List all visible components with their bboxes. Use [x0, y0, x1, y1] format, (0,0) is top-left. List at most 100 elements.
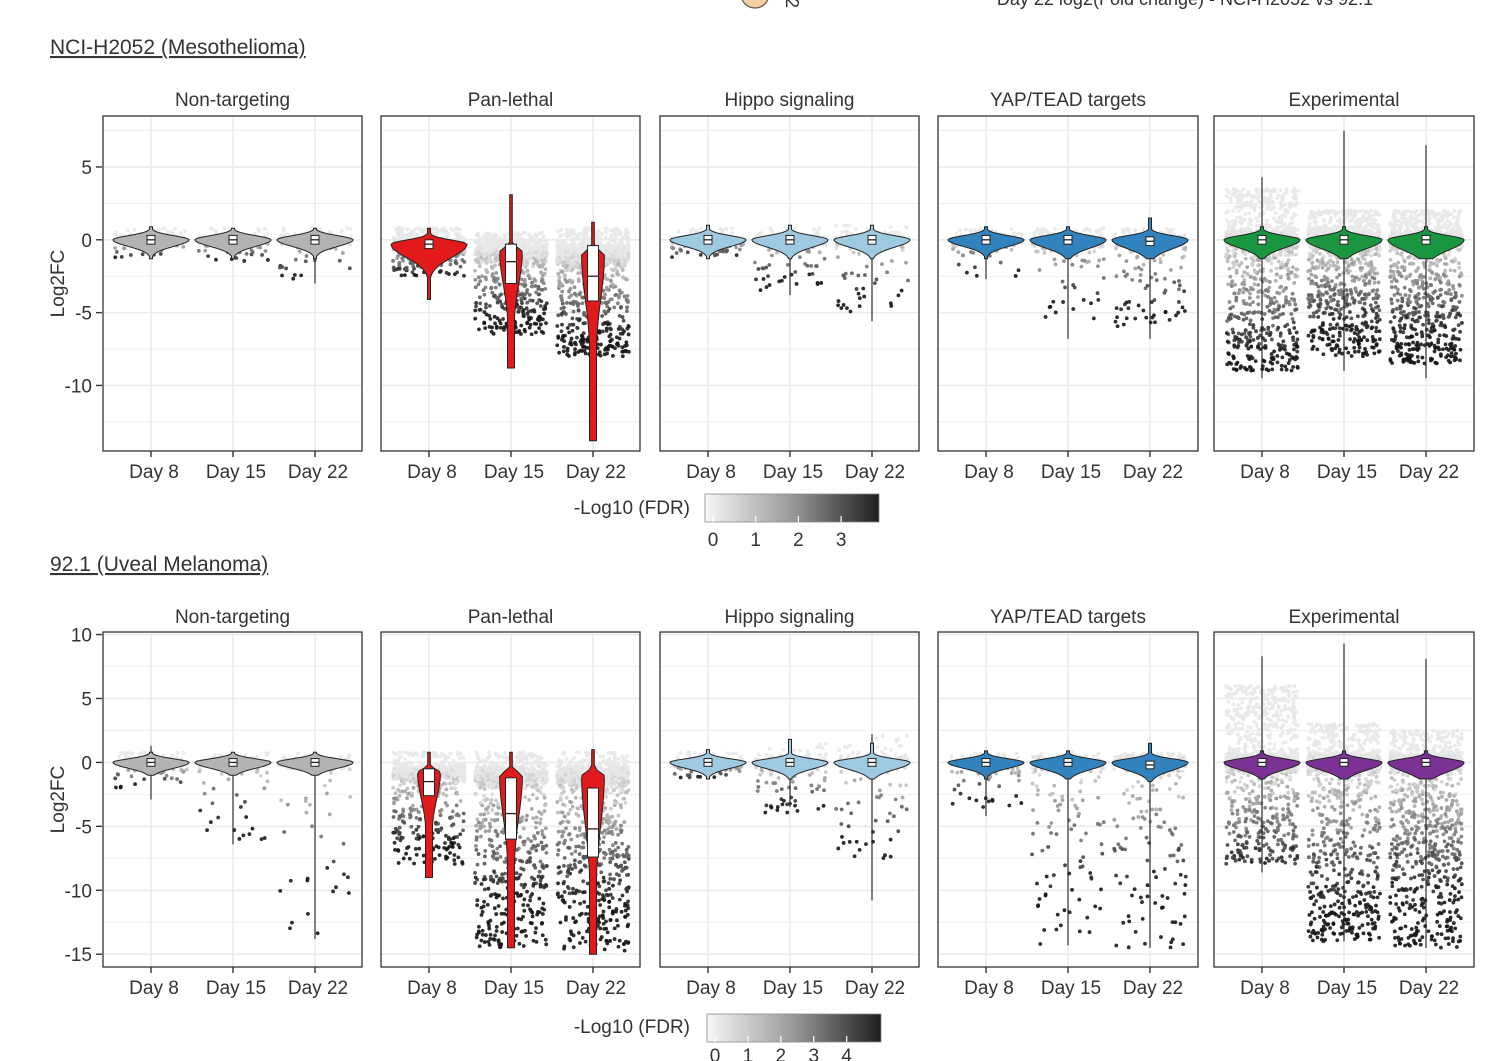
data-point	[348, 227, 353, 231]
data-point	[214, 257, 218, 262]
data-point	[540, 258, 545, 263]
data-point	[1265, 304, 1270, 309]
data-point	[1082, 228, 1086, 233]
data-point	[845, 306, 849, 311]
data-point	[1228, 200, 1233, 204]
data-point	[1113, 319, 1118, 324]
data-point	[1048, 304, 1053, 309]
data-point	[760, 266, 765, 270]
data-point	[494, 271, 499, 275]
data-point	[580, 349, 584, 353]
data-point	[490, 241, 494, 246]
data-point	[698, 226, 703, 231]
data-point	[499, 302, 504, 307]
data-point	[172, 227, 177, 231]
data-point	[498, 299, 503, 304]
data-point	[1252, 276, 1257, 281]
data-point	[617, 324, 622, 329]
data-point	[539, 230, 544, 235]
data-point	[1133, 228, 1137, 232]
data-point	[576, 350, 581, 354]
data-point	[392, 236, 397, 241]
data-point	[782, 275, 787, 279]
data-point	[1288, 205, 1293, 210]
data-point	[462, 273, 466, 278]
data-point	[606, 246, 611, 251]
data-point	[904, 260, 908, 265]
data-point	[1126, 306, 1131, 311]
data-point	[1248, 291, 1252, 296]
data-point	[119, 255, 124, 259]
data-point	[1251, 338, 1256, 342]
facet-title: Pan-lethal	[468, 90, 554, 111]
data-point	[582, 310, 586, 315]
data-point	[531, 252, 536, 257]
data-point	[610, 297, 614, 301]
data-point	[864, 264, 869, 269]
data-point	[1114, 306, 1119, 311]
data-point	[258, 245, 262, 250]
data-point	[538, 254, 543, 259]
data-point	[758, 230, 763, 235]
data-point	[1294, 330, 1299, 335]
data-point	[608, 228, 613, 233]
data-point	[442, 227, 446, 231]
data-point	[1284, 187, 1289, 192]
data-point	[490, 290, 495, 295]
data-point	[1183, 245, 1188, 250]
data-point	[532, 321, 537, 326]
data-point	[957, 228, 962, 233]
data-point	[623, 248, 628, 252]
data-point	[485, 258, 490, 263]
data-point	[1230, 279, 1235, 284]
data-point	[345, 226, 349, 231]
data-point	[1053, 262, 1058, 267]
data-point	[617, 313, 622, 318]
data-point	[819, 281, 824, 285]
data-point	[1291, 320, 1296, 325]
data-point	[556, 271, 561, 276]
data-point	[1289, 312, 1294, 316]
data-point	[249, 248, 254, 253]
data-point	[539, 299, 544, 304]
data-point	[969, 250, 973, 254]
data-point	[1124, 316, 1129, 321]
data-point	[576, 308, 581, 313]
data-point	[954, 231, 959, 236]
data-point	[577, 318, 581, 323]
data-point	[265, 258, 270, 262]
data-point	[608, 237, 612, 241]
data-point	[544, 243, 549, 248]
data-point	[1158, 257, 1163, 261]
data-point	[1122, 230, 1127, 235]
data-point	[525, 300, 530, 305]
data-point	[444, 229, 449, 234]
data-point	[857, 296, 862, 300]
data-point	[620, 354, 625, 359]
data-point	[462, 249, 467, 254]
data-point	[543, 247, 548, 252]
data-point	[196, 248, 201, 253]
data-point	[1284, 209, 1289, 214]
x-tick-label: Day 22	[845, 462, 905, 483]
data-point	[1181, 254, 1186, 259]
data-point	[1225, 339, 1230, 344]
data-point	[1295, 337, 1300, 342]
data-point	[1292, 326, 1297, 330]
data-point	[1125, 272, 1130, 277]
data-point	[857, 251, 861, 256]
data-point	[562, 273, 567, 277]
data-point	[1274, 266, 1279, 271]
data-point	[602, 296, 607, 300]
data-point	[730, 226, 734, 231]
data-point	[493, 263, 497, 268]
data-point	[607, 253, 612, 258]
data-point	[618, 237, 623, 242]
data-point	[624, 259, 629, 264]
data-point	[836, 299, 841, 303]
data-point	[496, 295, 501, 300]
data-point	[1153, 272, 1158, 276]
data-point	[488, 316, 493, 321]
